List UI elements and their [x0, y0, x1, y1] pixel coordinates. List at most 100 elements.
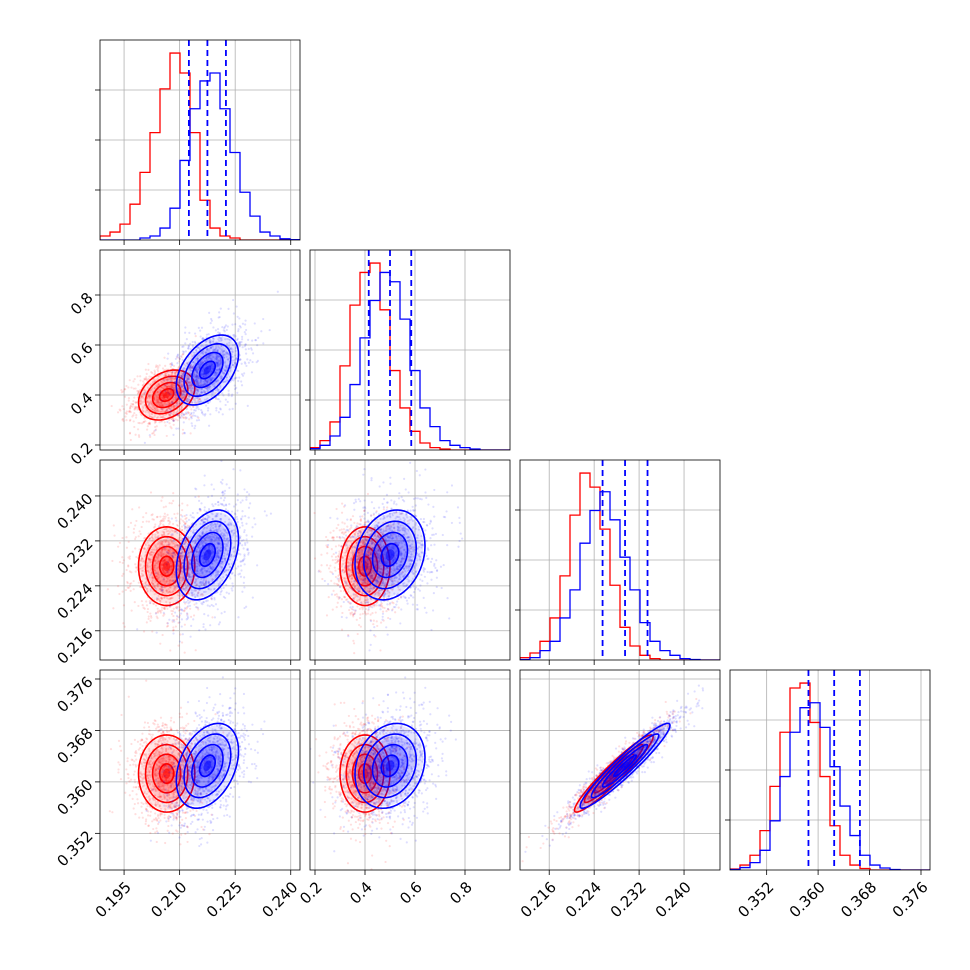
sample-point: [183, 623, 186, 626]
sample-point: [164, 540, 167, 544]
sample-point: [212, 536, 215, 539]
sample-point: [174, 395, 177, 399]
sample-point: [207, 407, 210, 410]
contour-line: [198, 360, 216, 380]
sample-point: [200, 582, 203, 585]
sample-point: [198, 629, 201, 632]
sample-point: [219, 376, 222, 379]
sample-point: [217, 361, 220, 365]
sample-point: [194, 392, 197, 395]
sample-point: [180, 552, 183, 555]
sample-point: [189, 363, 193, 367]
sample-point: [217, 556, 220, 559]
sample-point: [222, 536, 225, 539]
sample-point: [183, 389, 186, 392]
sample-point: [161, 403, 164, 406]
sample-point: [141, 405, 145, 408]
sample-point: [213, 385, 216, 388]
sample-point: [195, 407, 198, 410]
sample-point: [238, 526, 241, 529]
sample-point: [176, 353, 180, 356]
sample-point: [142, 383, 145, 387]
sample-point: [205, 561, 208, 565]
sample-point: [156, 610, 160, 613]
sample-point: [205, 526, 208, 530]
sample-point: [158, 421, 161, 424]
sample-point: [210, 357, 213, 360]
sample-point: [161, 496, 164, 499]
sample-point: [184, 525, 187, 529]
sample-point: [168, 582, 172, 585]
sample-point: [216, 552, 220, 555]
sample-point: [205, 348, 209, 351]
sample-point: [335, 507, 338, 511]
sample-point: [166, 583, 169, 586]
sample-point: [205, 571, 208, 574]
sample-point: [178, 357, 181, 361]
sample-point: [186, 376, 189, 379]
sample-point: [157, 536, 160, 539]
sample-point: [134, 387, 137, 390]
sample-point: [157, 383, 161, 386]
sample-point: [184, 539, 187, 542]
sample-point: [246, 547, 249, 550]
sample-point: [175, 394, 178, 397]
sample-point: [202, 383, 205, 386]
sample-point: [159, 611, 162, 614]
sample-point: [158, 383, 161, 386]
sample-point: [181, 566, 184, 569]
sample-point: [183, 363, 186, 366]
sample-point: [186, 412, 189, 415]
sample-point: [216, 372, 219, 375]
sample-point: [202, 413, 205, 416]
sample-point: [187, 551, 190, 554]
sample-point: [148, 396, 151, 399]
sample-point: [176, 370, 179, 373]
sample-point: [178, 381, 181, 385]
sample-point: [181, 389, 185, 392]
sample-point: [209, 341, 212, 344]
sample-point: [193, 351, 196, 354]
sample-point: [183, 393, 186, 396]
sample-point: [216, 554, 219, 557]
sample-point: [197, 399, 200, 402]
sample-point: [126, 582, 129, 585]
sample-point: [169, 597, 172, 600]
sample-point: [225, 569, 228, 572]
sample-point: [217, 503, 220, 507]
sample-point: [198, 397, 201, 400]
sample-point: [180, 380, 183, 383]
sample-point: [202, 518, 205, 521]
sample-point: [172, 419, 175, 422]
sample-point: [164, 402, 167, 405]
sample-point: [236, 337, 239, 341]
sample-point: [237, 552, 240, 555]
sample-point: [243, 557, 246, 560]
sample-point: [169, 376, 172, 379]
sample-point: [182, 547, 185, 551]
sample-point: [157, 574, 160, 577]
sample-point: [216, 397, 219, 401]
sample-point: [233, 361, 237, 365]
sample-point: [172, 433, 175, 436]
sample-point: [219, 337, 222, 340]
sample-point: [209, 565, 212, 568]
sample-point: [217, 356, 220, 359]
sample-point: [216, 542, 220, 545]
sample-point: [226, 373, 230, 376]
sample-point: [155, 410, 158, 413]
sample-point: [171, 379, 174, 382]
sample-point: [152, 582, 155, 585]
sample-point: [203, 584, 206, 587]
sample-point: [213, 596, 216, 599]
sample-point: [155, 575, 159, 578]
sample-point: [169, 564, 173, 567]
sample-point: [187, 344, 190, 347]
sample-point: [201, 533, 204, 536]
sample-point: [208, 535, 212, 538]
sample-point: [178, 556, 181, 560]
sample-point: [172, 561, 175, 564]
sample-point: [256, 359, 260, 363]
sample-point: [215, 556, 218, 559]
sample-point: [218, 549, 221, 553]
